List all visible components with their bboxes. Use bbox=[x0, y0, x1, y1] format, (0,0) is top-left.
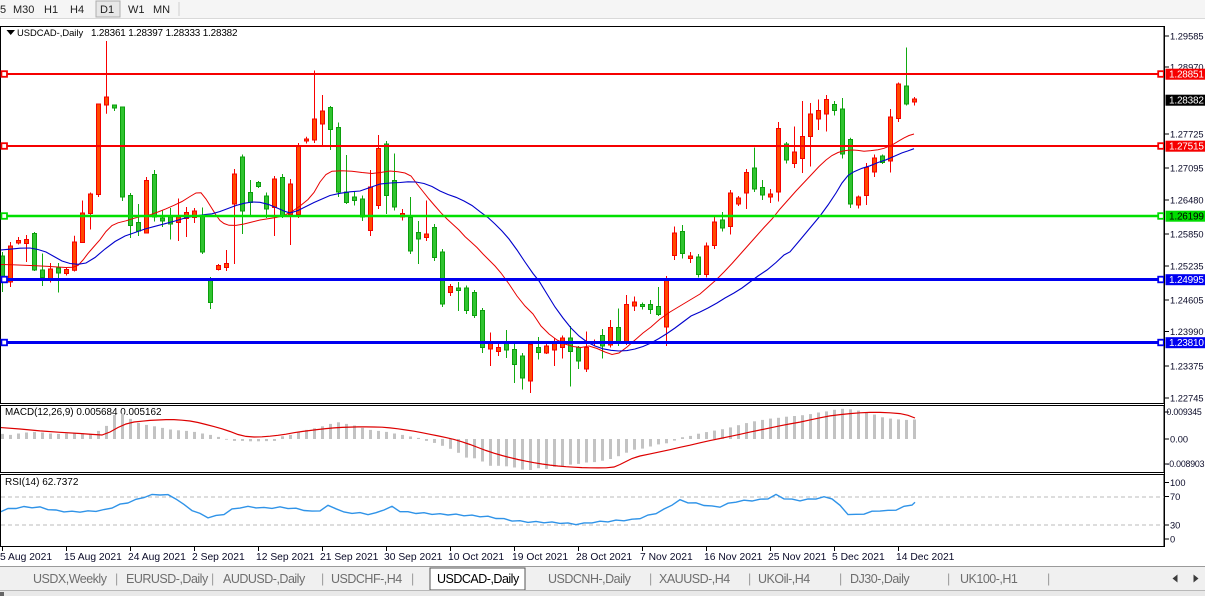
svg-text:10 Oct 2021: 10 Oct 2021 bbox=[448, 552, 504, 563]
svg-text:1.28851: 1.28851 bbox=[1169, 70, 1204, 81]
svg-text:19 Oct 2021: 19 Oct 2021 bbox=[512, 552, 568, 563]
svg-text:7 Nov 2021: 7 Nov 2021 bbox=[640, 552, 693, 563]
svg-text:1.28970: 1.28970 bbox=[1170, 63, 1204, 73]
svg-text:UK100-,H1: UK100-,H1 bbox=[960, 572, 1018, 586]
svg-text:|: | bbox=[947, 572, 950, 586]
svg-text:AUDUSD-,Daily: AUDUSD-,Daily bbox=[223, 572, 306, 586]
svg-text:RSI(14) 62.7372: RSI(14) 62.7372 bbox=[5, 477, 79, 488]
svg-text:UKOil-,H4: UKOil-,H4 bbox=[758, 572, 810, 586]
svg-text:30: 30 bbox=[1170, 521, 1180, 531]
svg-text:5 Aug 2021: 5 Aug 2021 bbox=[0, 552, 52, 563]
svg-text:DJ30-,Daily: DJ30-,Daily bbox=[850, 572, 910, 586]
svg-text:0.00: 0.00 bbox=[1170, 435, 1188, 445]
svg-text:1.22745: 1.22745 bbox=[1170, 394, 1204, 404]
svg-text:H4: H4 bbox=[70, 4, 84, 16]
svg-text:1.24605: 1.24605 bbox=[1170, 296, 1204, 306]
svg-text:1.23990: 1.23990 bbox=[1170, 327, 1204, 337]
svg-text:|: | bbox=[115, 572, 118, 586]
svg-text:70: 70 bbox=[1170, 492, 1180, 502]
svg-text:|: | bbox=[1047, 572, 1050, 586]
svg-text:M30: M30 bbox=[13, 4, 34, 16]
svg-text:30 Sep 2021: 30 Sep 2021 bbox=[384, 552, 443, 563]
svg-text:0: 0 bbox=[1170, 535, 1175, 545]
svg-text:-0.008903: -0.008903 bbox=[1167, 459, 1205, 469]
svg-text:15 Aug 2021: 15 Aug 2021 bbox=[64, 552, 122, 563]
svg-text:1.26199: 1.26199 bbox=[1169, 212, 1204, 223]
svg-text:1.28382: 1.28382 bbox=[1169, 96, 1204, 107]
svg-text:1.27725: 1.27725 bbox=[1170, 130, 1204, 140]
svg-text:24 Aug 2021: 24 Aug 2021 bbox=[128, 552, 186, 563]
svg-text:1.25235: 1.25235 bbox=[1170, 262, 1204, 272]
svg-text:28 Oct 2021: 28 Oct 2021 bbox=[576, 552, 632, 563]
svg-text:USDCAD-,Daily: USDCAD-,Daily bbox=[17, 27, 83, 38]
svg-text:16 Nov 2021: 16 Nov 2021 bbox=[704, 552, 763, 563]
svg-text:MN: MN bbox=[153, 4, 170, 16]
svg-text:XAUUSD-,H4: XAUUSD-,H4 bbox=[659, 572, 730, 586]
svg-text:0.009345: 0.009345 bbox=[1167, 407, 1202, 417]
svg-text:1.23375: 1.23375 bbox=[1170, 362, 1204, 372]
svg-text:14 Dec 2021: 14 Dec 2021 bbox=[896, 552, 955, 563]
svg-text:100: 100 bbox=[1170, 478, 1186, 488]
svg-text:12 Sep 2021: 12 Sep 2021 bbox=[256, 552, 315, 563]
svg-text:USDCAD-,Daily: USDCAD-,Daily bbox=[437, 572, 520, 586]
svg-text:USDX,Weekly: USDX,Weekly bbox=[33, 572, 108, 586]
svg-text:|: | bbox=[839, 572, 842, 586]
svg-text:21 Sep 2021: 21 Sep 2021 bbox=[320, 552, 379, 563]
svg-text:1.28361 1.28397 1.28333 1.2838: 1.28361 1.28397 1.28333 1.28382 bbox=[91, 28, 237, 39]
svg-text:|: | bbox=[321, 572, 324, 586]
svg-text:25 Nov 2021: 25 Nov 2021 bbox=[768, 552, 827, 563]
svg-text:1.27515: 1.27515 bbox=[1169, 142, 1204, 153]
svg-text:|: | bbox=[649, 572, 652, 586]
svg-text:H1: H1 bbox=[44, 4, 58, 16]
svg-text:MACD(12,26,9) 0.005684 0.00516: MACD(12,26,9) 0.005684 0.005162 bbox=[5, 407, 161, 418]
svg-text:1.26480: 1.26480 bbox=[1170, 196, 1204, 206]
svg-text:EURUSD-,Daily: EURUSD-,Daily bbox=[126, 572, 209, 586]
svg-text:1.29585: 1.29585 bbox=[1170, 32, 1204, 42]
svg-text:2 Sep 2021: 2 Sep 2021 bbox=[192, 552, 245, 563]
svg-text:D1: D1 bbox=[100, 4, 114, 16]
svg-text:|: | bbox=[748, 572, 751, 586]
svg-text:5: 5 bbox=[0, 4, 6, 16]
svg-text:1.23810: 1.23810 bbox=[1169, 338, 1204, 349]
svg-text:1.24995: 1.24995 bbox=[1169, 275, 1204, 286]
svg-text:USDCHF-,H4: USDCHF-,H4 bbox=[331, 572, 402, 586]
svg-text:1.25850: 1.25850 bbox=[1170, 230, 1204, 240]
svg-text:5 Dec 2021: 5 Dec 2021 bbox=[832, 552, 885, 563]
svg-text:|: | bbox=[211, 572, 214, 586]
svg-text:1.27095: 1.27095 bbox=[1170, 164, 1204, 174]
svg-text:W1: W1 bbox=[128, 4, 145, 16]
svg-text:USDCNH-,Daily: USDCNH-,Daily bbox=[548, 572, 632, 586]
svg-text:|: | bbox=[411, 572, 414, 586]
